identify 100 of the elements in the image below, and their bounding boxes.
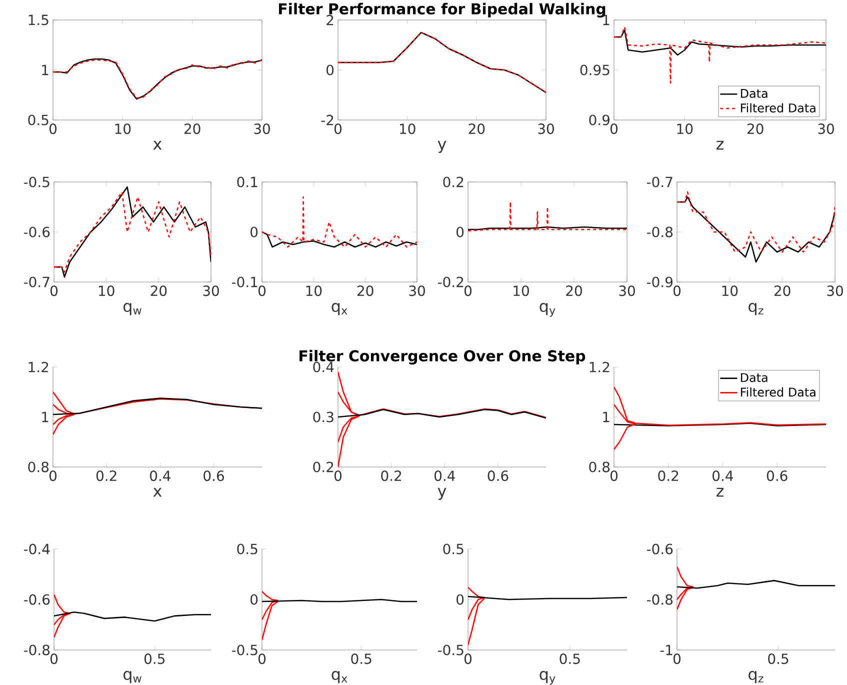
x-tick-label: 0.6	[488, 470, 508, 482]
x-axis-title: z	[716, 140, 724, 150]
y-tick-label: 0	[456, 594, 464, 605]
x-tick-label: 20	[747, 124, 764, 134]
x-axis-title: q$_{x}$	[332, 670, 348, 684]
x-tick-label: 10	[677, 124, 693, 134]
x-tick-label: 20	[566, 286, 582, 296]
y-tick-label: -0.9	[646, 276, 673, 288]
x-axis-title: q$_{x}$	[332, 302, 348, 316]
x-tick-label: 0	[258, 654, 266, 664]
y-tick-label: 0.9	[589, 114, 610, 126]
x-tick-label: 0	[464, 654, 472, 664]
x-axis-title: q$_{y}$	[540, 670, 556, 685]
x-tick-label: 30	[827, 286, 843, 296]
y-tick-label: 1	[42, 64, 48, 76]
legend-label: Data	[740, 373, 768, 382]
y-tick-label: 1	[603, 412, 610, 422]
x-tick-label: 0.6	[766, 470, 788, 482]
x-tick-label: 30	[818, 124, 834, 134]
y-tick-label: 0.1	[237, 176, 258, 188]
x-axis-title: x	[153, 140, 162, 150]
x-tick-label: 10	[306, 286, 322, 296]
legend-label: Filtered Data	[740, 103, 816, 112]
x-axis-title: q$_{y}$	[540, 302, 556, 317]
x-tick-label: 0	[334, 124, 342, 134]
y-tick-label: 0.95	[580, 64, 610, 76]
y-tick-label: 0.2	[443, 176, 464, 188]
y-tick-label: 1	[603, 14, 610, 26]
y-tick-label: 0.8	[589, 462, 610, 472]
x-axis-title: z	[716, 488, 724, 497]
y-tick-label: 1.2	[28, 362, 48, 372]
x-tick-label: 0	[258, 286, 266, 296]
y-tick-label: -0.8	[646, 594, 673, 605]
x-tick-label: 0	[50, 654, 58, 664]
x-axis-title: x	[153, 488, 162, 497]
y-tick-label: -1	[660, 644, 672, 656]
x-tick-label: 20	[468, 124, 485, 134]
y-tick-label: 0.8	[28, 462, 49, 472]
x-tick-label: 0	[673, 286, 681, 296]
x-tick-label: 0.5	[144, 654, 165, 664]
y-tick-label: -0.2	[438, 276, 464, 288]
x-axis-title: q$_{z}$	[748, 670, 764, 684]
x-tick-label: 0.5	[560, 654, 580, 664]
x-tick-label: 0	[610, 124, 618, 134]
legend-label: Filtered Data	[740, 387, 816, 397]
y-tick-label: 0.2	[313, 462, 334, 472]
legend-label: Data	[740, 89, 768, 98]
y-tick-label: 0	[456, 226, 464, 238]
y-tick-label: 0.3	[313, 412, 334, 422]
x-axis-title: y	[438, 488, 446, 500]
x-tick-label: 0.4	[150, 470, 170, 482]
y-tick-label: 0	[250, 594, 258, 605]
y-tick-label: -0.6	[646, 544, 673, 554]
x-tick-label: 10	[722, 286, 738, 296]
x-tick-label: 30	[203, 286, 219, 296]
x-tick-label: 0	[49, 470, 57, 482]
x-tick-label: 30	[254, 124, 270, 134]
x-tick-label: 0.6	[204, 470, 224, 482]
y-tick-label: -0.6	[24, 594, 50, 605]
y-tick-label: -0.5	[24, 176, 50, 188]
y-tick-label: -2	[321, 114, 334, 126]
x-axis-title: q$_{w}$	[124, 302, 142, 316]
x-tick-label: 10	[514, 286, 529, 296]
x-tick-label: 0.4	[712, 470, 734, 482]
y-tick-label: -0.7	[24, 276, 50, 288]
x-tick-label: 30	[538, 124, 554, 134]
y-tick-label: -0.8	[646, 226, 673, 238]
y-tick-label: 0	[326, 64, 334, 76]
x-tick-label: 30	[619, 286, 635, 296]
x-tick-label: 10	[400, 124, 416, 134]
x-axis-title: q$_{w}$	[124, 670, 142, 684]
x-tick-label: 20	[774, 286, 790, 296]
x-tick-label: 20	[357, 286, 374, 296]
x-tick-label: 10	[98, 286, 114, 296]
x-tick-label: 0	[50, 286, 58, 296]
x-axis-title: y	[438, 140, 446, 153]
x-tick-label: 0	[464, 286, 472, 296]
x-tick-label: 0.5	[768, 654, 788, 664]
x-tick-label: 0	[673, 654, 681, 664]
x-tick-label: 10	[115, 124, 131, 134]
y-tick-label: 0.5	[443, 544, 464, 554]
x-tick-label: 20	[184, 124, 200, 134]
y-tick-label: 0.5	[237, 544, 258, 554]
y-tick-label: 1.2	[590, 362, 610, 372]
x-axis-title: q$_{z}$	[748, 302, 764, 316]
y-tick-label: 0.5	[28, 114, 48, 126]
y-tick-label: 1	[42, 412, 48, 422]
x-tick-label: 0	[49, 124, 57, 134]
x-tick-label: 0.2	[381, 470, 402, 482]
x-tick-label: 30	[409, 286, 425, 296]
y-tick-label: 1.5	[28, 14, 48, 26]
x-tick-label: 20	[150, 286, 167, 296]
x-tick-label: 0.5	[351, 654, 372, 664]
y-tick-label: -0.5	[438, 644, 464, 656]
y-tick-label: -0.4	[24, 544, 50, 554]
y-tick-label: -0.6	[24, 226, 50, 238]
x-tick-label: 0.2	[96, 470, 116, 482]
y-tick-label: -0.5	[232, 644, 258, 656]
y-tick-label: -0.1	[232, 276, 258, 288]
y-tick-label: -0.7	[646, 176, 672, 188]
